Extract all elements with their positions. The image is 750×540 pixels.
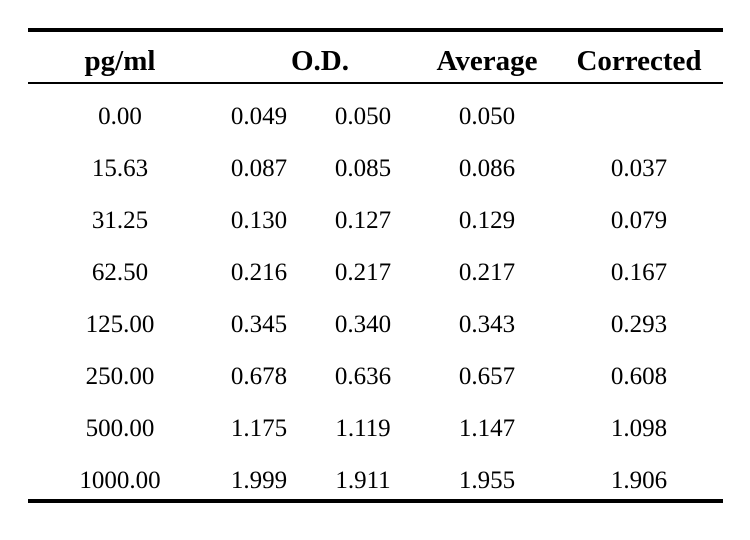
cell-pg-ml: 0.00 bbox=[98, 103, 142, 130]
cell-average: 0.086 bbox=[458, 155, 516, 182]
cell-od-2: 0.636 bbox=[334, 363, 392, 390]
cell-average: 1.955 bbox=[458, 467, 516, 494]
table-row: 125.00 0.345 0.340 0.343 0.293 bbox=[0, 302, 750, 354]
cell-average: 0.217 bbox=[458, 259, 516, 286]
cell-average: 1.147 bbox=[458, 415, 516, 442]
table-row: 31.25 0.130 0.127 0.129 0.079 bbox=[0, 198, 750, 250]
table-row: 1000.00 1.999 1.911 1.955 1.906 bbox=[0, 458, 750, 510]
cell-average: 0.129 bbox=[458, 207, 516, 234]
cell-pg-ml: 1000.00 bbox=[79, 467, 161, 494]
cell-pg-ml: 62.50 bbox=[91, 259, 149, 286]
cell-od-2: 0.127 bbox=[334, 207, 392, 234]
cell-od-1: 1.999 bbox=[230, 467, 288, 494]
table-row: 500.00 1.175 1.119 1.147 1.098 bbox=[0, 406, 750, 458]
cell-od-1: 0.216 bbox=[230, 259, 288, 286]
cell-average: 0.050 bbox=[458, 103, 516, 130]
cell-corrected: 0.608 bbox=[610, 363, 668, 390]
cell-od-1: 0.345 bbox=[230, 311, 288, 338]
table-top-rule bbox=[28, 28, 723, 32]
cell-corrected: 0.293 bbox=[610, 311, 668, 338]
cell-od-1: 0.049 bbox=[230, 103, 288, 130]
header-od: O.D. bbox=[291, 45, 349, 77]
cell-pg-ml: 500.00 bbox=[85, 415, 155, 442]
cell-pg-ml: 125.00 bbox=[85, 311, 155, 338]
cell-average: 0.657 bbox=[458, 363, 516, 390]
table-row: 15.63 0.087 0.085 0.086 0.037 bbox=[0, 146, 750, 198]
table-body: 0.00 0.049 0.050 0.050 15.63 0.087 0.085… bbox=[0, 94, 750, 510]
cell-pg-ml: 250.00 bbox=[85, 363, 155, 390]
cell-corrected: 1.906 bbox=[610, 467, 668, 494]
table-header: pg/ml O.D. Average Corrected bbox=[0, 36, 750, 80]
header-corrected: Corrected bbox=[576, 45, 702, 77]
cell-od-2: 0.340 bbox=[334, 311, 392, 338]
header-average: Average bbox=[436, 45, 538, 77]
cell-od-2: 1.911 bbox=[335, 467, 391, 494]
cell-corrected: 0.037 bbox=[610, 155, 668, 182]
cell-pg-ml: 15.63 bbox=[91, 155, 149, 182]
table-row: 0.00 0.049 0.050 0.050 bbox=[0, 94, 750, 146]
cell-corrected: 0.167 bbox=[610, 259, 668, 286]
cell-od-2: 0.050 bbox=[334, 103, 392, 130]
cell-od-2: 0.085 bbox=[334, 155, 392, 182]
cell-od-2: 0.217 bbox=[334, 259, 392, 286]
table-row: 62.50 0.216 0.217 0.217 0.167 bbox=[0, 250, 750, 302]
cell-pg-ml: 31.25 bbox=[91, 207, 149, 234]
table-bottom-rule bbox=[28, 499, 723, 503]
table-header-rule bbox=[28, 82, 723, 84]
cell-average: 0.343 bbox=[458, 311, 516, 338]
cell-od-1: 1.175 bbox=[230, 415, 288, 442]
table-row: 250.00 0.678 0.636 0.657 0.608 bbox=[0, 354, 750, 406]
cell-corrected: 1.098 bbox=[610, 415, 668, 442]
cell-od-1: 0.087 bbox=[230, 155, 288, 182]
cell-od-1: 0.678 bbox=[230, 363, 288, 390]
cell-od-2: 1.119 bbox=[335, 415, 391, 442]
header-pg-ml: pg/ml bbox=[84, 45, 156, 77]
cell-corrected: 0.079 bbox=[610, 207, 668, 234]
cell-od-1: 0.130 bbox=[230, 207, 288, 234]
